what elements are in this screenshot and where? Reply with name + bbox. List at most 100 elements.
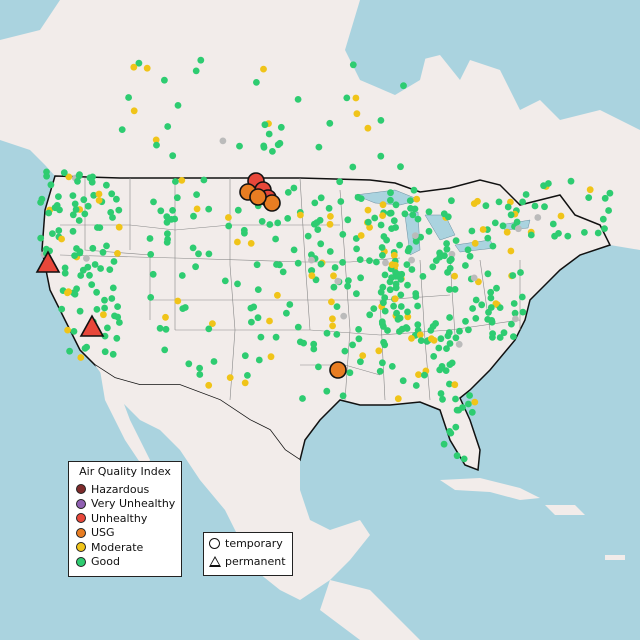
monitor-dot[interactable] <box>471 239 479 247</box>
monitor-dot[interactable] <box>274 141 282 149</box>
monitor-dot[interactable] <box>55 193 62 201</box>
monitor-dot[interactable] <box>496 334 504 341</box>
monitor-dot[interactable] <box>103 181 110 189</box>
monitor-dot[interactable] <box>397 291 405 299</box>
monitor-dot[interactable] <box>453 452 461 460</box>
monitor-dot[interactable] <box>446 257 454 265</box>
monitor-dot[interactable] <box>209 320 216 327</box>
monitor-dot[interactable] <box>81 345 89 352</box>
monitor-dot[interactable] <box>162 325 170 333</box>
monitor-dot[interactable] <box>200 176 208 184</box>
monitor-dot[interactable] <box>91 261 99 268</box>
monitor-dot[interactable] <box>452 395 459 403</box>
monitor-dot[interactable] <box>113 195 120 203</box>
monitor-dot[interactable] <box>196 371 204 378</box>
monitor-dot[interactable] <box>286 301 294 308</box>
monitor-dot[interactable] <box>396 241 403 249</box>
monitor-dot[interactable] <box>294 323 302 331</box>
monitor-dot[interactable] <box>462 262 469 269</box>
monitor-dot[interactable] <box>294 259 302 267</box>
monitor-dot[interactable] <box>110 258 118 265</box>
monitor-dot[interactable] <box>290 246 298 254</box>
monitor-dot[interactable] <box>388 363 396 370</box>
monitor-dot[interactable] <box>147 251 155 258</box>
monitor-dot[interactable] <box>380 338 387 346</box>
monitor-dot[interactable] <box>489 242 497 250</box>
monitor-dot[interactable] <box>114 250 121 257</box>
monitor-dot[interactable] <box>241 379 249 387</box>
monitor-dot[interactable] <box>69 211 77 219</box>
monitor-dot[interactable] <box>585 194 593 202</box>
monitor-dot[interactable] <box>446 361 454 368</box>
monitor-dot[interactable] <box>465 400 472 408</box>
monitor-dot[interactable] <box>308 267 316 274</box>
monitor-dot[interactable] <box>482 202 490 210</box>
monitor-dot[interactable] <box>147 294 155 301</box>
monitor-dot[interactable] <box>135 59 143 67</box>
monitor-dot[interactable] <box>429 263 437 271</box>
monitor-dot[interactable] <box>114 303 121 310</box>
monitor-dot[interactable] <box>440 440 448 448</box>
monitor-dot[interactable] <box>86 271 93 279</box>
monitor-dot[interactable] <box>75 172 83 180</box>
monitor-dot[interactable] <box>399 377 407 385</box>
monitor-dot[interactable] <box>471 398 479 406</box>
monitor-dot[interactable] <box>97 265 104 272</box>
monitor-dot[interactable] <box>340 312 348 320</box>
monitor-dot[interactable] <box>61 269 69 277</box>
monitor-dot[interactable] <box>69 192 77 200</box>
monitor-dot[interactable] <box>109 214 116 221</box>
monitor-dot[interactable] <box>205 325 213 333</box>
monitor-dot[interactable] <box>43 172 50 180</box>
monitor-dot[interactable] <box>397 163 404 171</box>
temporary-monitor-marker[interactable] <box>249 188 267 206</box>
monitor-dot[interactable] <box>352 235 360 242</box>
monitor-dot[interactable] <box>219 137 227 145</box>
monitor-dot[interactable] <box>376 367 384 375</box>
monitor-dot[interactable] <box>65 288 72 295</box>
monitor-dot[interactable] <box>125 94 132 101</box>
monitor-dot[interactable] <box>396 314 404 322</box>
monitor-dot[interactable] <box>169 152 177 160</box>
monitor-dot[interactable] <box>333 331 341 338</box>
monitor-dot[interactable] <box>504 203 512 211</box>
monitor-dot[interactable] <box>364 206 372 214</box>
monitor-dot[interactable] <box>386 209 394 217</box>
monitor-dot[interactable] <box>257 333 265 341</box>
monitor-dot[interactable] <box>370 305 378 312</box>
monitor-dot[interactable] <box>61 264 69 272</box>
monitor-dot[interactable] <box>153 141 160 149</box>
monitor-dot[interactable] <box>308 256 315 264</box>
monitor-dot[interactable] <box>404 313 412 321</box>
monitor-dot[interactable] <box>80 196 88 204</box>
monitor-dot[interactable] <box>411 205 419 213</box>
monitor-dot[interactable] <box>448 250 456 258</box>
monitor-dot[interactable] <box>253 261 261 269</box>
monitor-dot[interactable] <box>430 353 438 360</box>
monitor-dot[interactable] <box>388 225 395 233</box>
monitor-dot[interactable] <box>76 307 84 315</box>
monitor-dot[interactable] <box>379 252 386 259</box>
monitor-dot[interactable] <box>484 270 492 278</box>
monitor-dot[interactable] <box>109 284 117 292</box>
monitor-dot[interactable] <box>77 354 85 361</box>
monitor-dot[interactable] <box>487 294 495 302</box>
monitor-dot[interactable] <box>391 295 399 303</box>
monitor-dot[interactable] <box>412 290 420 297</box>
monitor-dot[interactable] <box>74 177 81 185</box>
monitor-dot[interactable] <box>495 198 503 206</box>
monitor-dot[interactable] <box>260 65 267 73</box>
monitor-dot[interactable] <box>221 277 229 285</box>
monitor-dot[interactable] <box>272 333 280 341</box>
monitor-dot[interactable] <box>310 340 318 348</box>
monitor-dot[interactable] <box>273 261 280 268</box>
monitor-dot[interactable] <box>359 352 367 359</box>
monitor-dot[interactable] <box>403 261 411 268</box>
monitor-dot[interactable] <box>601 194 609 202</box>
monitor-dot[interactable] <box>484 234 492 242</box>
monitor-dot[interactable] <box>95 190 103 198</box>
monitor-dot[interactable] <box>510 300 518 307</box>
monitor-dot[interactable] <box>366 257 373 264</box>
monitor-dot[interactable] <box>73 285 80 293</box>
monitor-dot[interactable] <box>161 76 168 84</box>
